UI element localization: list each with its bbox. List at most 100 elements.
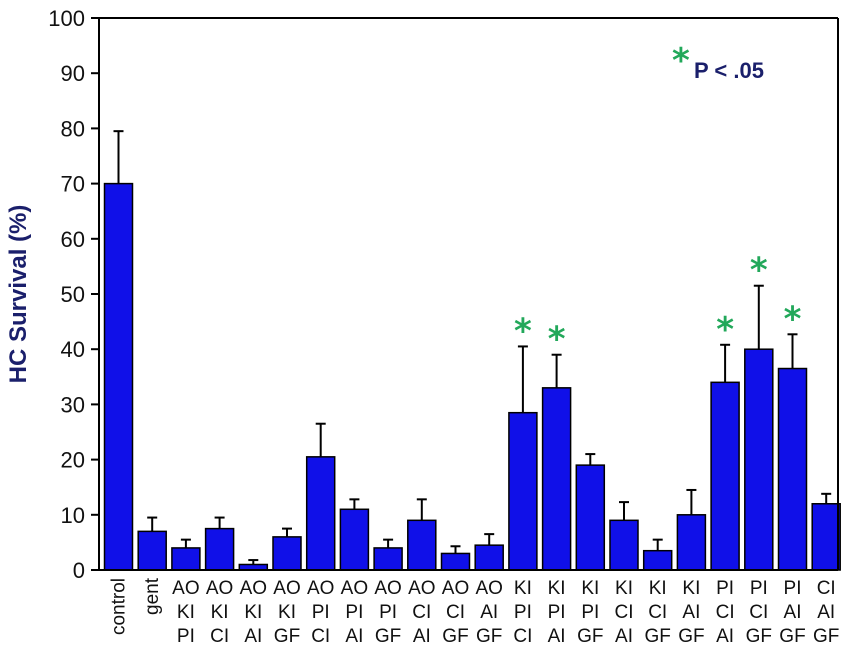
- bar: [137, 530, 167, 571]
- x-tick-label: GF: [577, 626, 603, 647]
- x-tick-label: KI: [581, 578, 599, 599]
- bar: [440, 552, 471, 571]
- x-tick-label: AO: [442, 578, 469, 599]
- y-tick-label: 70: [61, 172, 85, 197]
- y-tick-label: 80: [61, 116, 85, 141]
- y-tick-label: 60: [61, 227, 85, 252]
- y-tick-label: 40: [61, 337, 85, 362]
- bar: [609, 519, 639, 571]
- x-labels-layer: control gent AO KI PI AO KI CI AO KI AI AO KI GF AO PI C…: [109, 577, 840, 647]
- y-tick-label: 90: [61, 61, 85, 86]
- x-tick-label: KI: [244, 602, 262, 623]
- x-tick-label: GF: [746, 626, 772, 647]
- bar: [676, 514, 707, 571]
- x-tick-label: KI: [278, 602, 296, 623]
- y-axis-label: HC Survival (%): [5, 205, 32, 384]
- x-tick-label: GF: [813, 626, 839, 647]
- x-tick-label: control: [109, 578, 130, 635]
- x-tick-label: CI: [817, 578, 836, 599]
- x-tick-label: GF: [375, 626, 401, 647]
- x-tick-label: CI: [513, 626, 532, 647]
- legend: * P < .05: [672, 41, 764, 83]
- x-tick-label: GF: [274, 626, 300, 647]
- x-tick-label: gent: [142, 577, 163, 615]
- bar: [204, 527, 235, 571]
- x-tick-label: CI: [311, 626, 330, 647]
- bar: [575, 464, 606, 571]
- x-tick-label: PI: [312, 602, 330, 623]
- bar: [407, 519, 437, 571]
- y-tick-label: 10: [61, 503, 85, 528]
- x-tick-label: KI: [177, 602, 195, 623]
- bar: [103, 182, 134, 571]
- x-tick-label: CI: [412, 602, 431, 623]
- x-tick-label: AI: [784, 602, 802, 623]
- x-tick-label: PI: [581, 602, 599, 623]
- x-tick-label: AO: [206, 578, 233, 599]
- x-tick-label: PI: [514, 602, 532, 623]
- x-tick-label: PI: [379, 602, 397, 623]
- x-tick-label: PI: [345, 602, 363, 623]
- x-tick-label: PI: [716, 578, 734, 599]
- bar: [777, 367, 808, 571]
- x-tick-label: AI: [716, 626, 734, 647]
- bar: [744, 348, 774, 571]
- x-tick-label: KI: [548, 578, 566, 599]
- x-tick-label: KI: [211, 602, 229, 623]
- x-tick-label: AO: [475, 578, 502, 599]
- bar: [305, 456, 336, 571]
- significance-star-icon: *: [784, 299, 802, 339]
- y-ticks-layer: 0 10 20 30 40 50 60 70 80 90 100: [48, 6, 99, 583]
- x-tick-label: PI: [750, 578, 768, 599]
- y-tick-label: 50: [61, 282, 85, 307]
- x-tick-label: AI: [817, 602, 835, 623]
- bar: [541, 387, 572, 571]
- x-tick-label: AI: [244, 626, 262, 647]
- y-tick-label: 30: [61, 392, 85, 417]
- x-tick-label: CI: [648, 602, 667, 623]
- x-tick-label: AO: [408, 578, 435, 599]
- x-tick-label: AO: [273, 578, 300, 599]
- x-tick-label: PI: [177, 626, 195, 647]
- x-tick-label: AI: [480, 602, 498, 623]
- x-tick-label: CI: [210, 626, 229, 647]
- bar: [642, 549, 673, 571]
- bars-layer: * * * * *: [103, 130, 841, 571]
- bar: [811, 503, 841, 571]
- x-tick-label: GF: [645, 626, 671, 647]
- y-tick-label: 20: [61, 448, 85, 473]
- x-tick-label: AO: [374, 578, 401, 599]
- significance-star-icon: *: [750, 251, 768, 291]
- x-tick-label: KI: [514, 578, 532, 599]
- x-tick-label: AI: [413, 626, 431, 647]
- x-tick-label: PI: [784, 578, 802, 599]
- x-tick-label: GF: [442, 626, 468, 647]
- bar: [171, 547, 201, 571]
- x-tick-label: GF: [779, 626, 805, 647]
- x-tick-label: AO: [341, 578, 368, 599]
- x-tick-label: AO: [172, 578, 199, 599]
- y-tick-label: 0: [73, 558, 85, 583]
- x-tick-label: AI: [615, 626, 633, 647]
- x-tick-label: GF: [476, 626, 502, 647]
- x-tick-label: PI: [548, 602, 566, 623]
- x-tick-label: AI: [345, 626, 363, 647]
- x-tick-label: KI: [615, 578, 633, 599]
- legend-text: P < .05: [694, 58, 764, 83]
- x-tick-label: KI: [649, 578, 667, 599]
- axes-layer: [98, 17, 839, 571]
- x-tick-label: CI: [749, 602, 768, 623]
- x-tick-label: CI: [615, 602, 634, 623]
- x-tick-label: AO: [240, 578, 267, 599]
- significance-star-icon: *: [548, 320, 566, 360]
- x-tick-label: CI: [446, 602, 465, 623]
- bar: [272, 536, 302, 571]
- x-tick-label: KI: [682, 578, 700, 599]
- bar: [474, 544, 504, 571]
- y-tick-label: 100: [48, 6, 85, 31]
- bar: [508, 411, 538, 571]
- x-tick-label: CI: [716, 602, 735, 623]
- significance-star-icon: *: [716, 310, 734, 350]
- significance-star-icon: *: [514, 311, 532, 351]
